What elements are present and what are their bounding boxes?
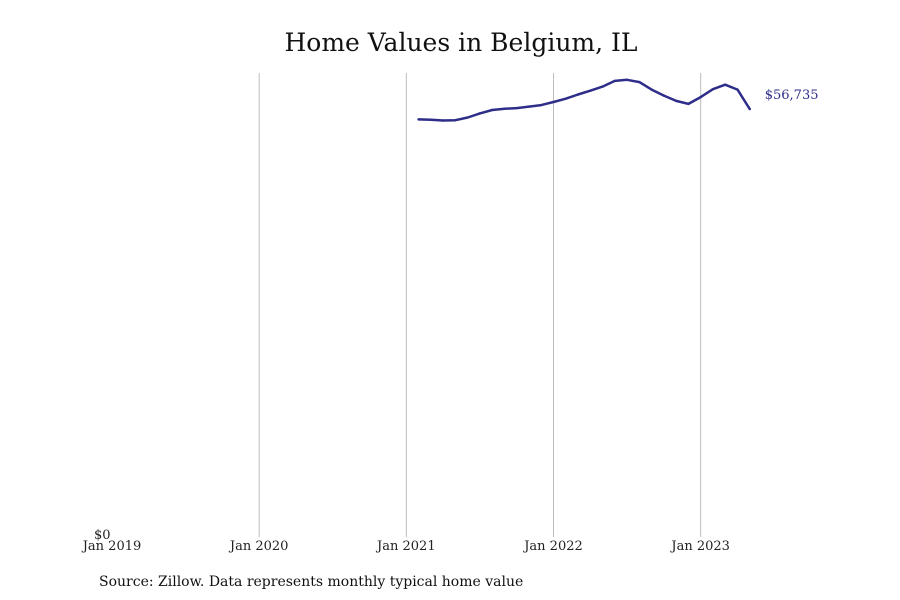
data-point [601, 85, 604, 88]
data-point [674, 99, 678, 103]
data-point [650, 88, 653, 91]
data-point [515, 106, 518, 110]
data-point [490, 108, 494, 112]
data-point [748, 107, 751, 111]
data-point [687, 102, 690, 106]
data-point [736, 88, 739, 91]
x-tick-label: Jan 2022 [522, 539, 583, 554]
data-point [613, 79, 617, 83]
x-tick-label: Jan 2020 [228, 539, 289, 554]
data-point [552, 100, 555, 104]
grid [258, 73, 702, 537]
data-point [478, 112, 482, 115]
data-point [638, 80, 641, 84]
x-tick-label: Jan 2019 [81, 539, 142, 554]
data-point [662, 94, 666, 97]
data-point [441, 119, 445, 122]
y-axis: $0 [94, 528, 111, 543]
data-point [454, 118, 457, 122]
data-point [429, 118, 433, 121]
source-note: Source: Zillow. Data represents monthly … [99, 574, 523, 590]
data-point [503, 107, 506, 111]
y-tick-label: $0 [94, 528, 111, 543]
series [417, 78, 751, 122]
data-point [576, 93, 580, 96]
data-point [724, 83, 727, 86]
data-point [564, 97, 567, 100]
x-tick-label: Jan 2021 [375, 539, 436, 554]
end-value-label: $56,735 [765, 88, 819, 103]
data-point [625, 78, 629, 81]
series-line [417, 78, 751, 122]
data-point [711, 88, 715, 91]
data-point [417, 118, 420, 121]
x-axis: Jan 2019 Jan 2020 Jan 2021 Jan 2022 Jan 2023 [81, 539, 730, 554]
data-point [589, 89, 592, 92]
x-tick-label: Jan 2023 [669, 539, 730, 554]
data-point [466, 116, 469, 119]
data-point [527, 105, 531, 108]
chart-title: Home Values in Belgium, IL [284, 28, 637, 57]
data-point [699, 95, 702, 99]
data-point [540, 103, 543, 107]
